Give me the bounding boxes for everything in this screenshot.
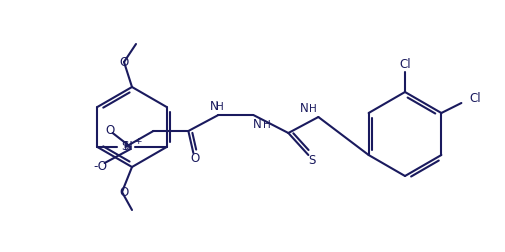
Text: Cl: Cl — [469, 91, 480, 105]
Text: H: H — [216, 102, 224, 112]
Text: S: S — [308, 153, 316, 167]
Text: O: O — [190, 151, 199, 165]
Text: Cl: Cl — [398, 57, 410, 71]
Text: O: O — [119, 185, 128, 199]
Text: +: + — [134, 137, 141, 145]
Text: O: O — [119, 55, 128, 69]
Text: S: S — [121, 140, 128, 152]
Text: H: H — [309, 104, 317, 114]
Text: H: H — [263, 120, 271, 130]
Text: N: N — [252, 118, 261, 132]
Text: N: N — [299, 103, 308, 115]
Text: N: N — [124, 141, 132, 153]
Text: -O: -O — [93, 161, 108, 173]
Text: O: O — [105, 123, 114, 137]
Text: N: N — [210, 101, 218, 113]
